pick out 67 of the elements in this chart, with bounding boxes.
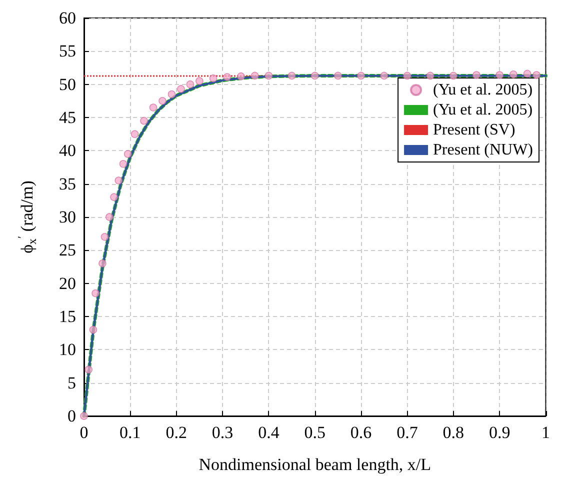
y-tick-label: 50 [59,74,76,94]
y-tick-label: 20 [59,274,76,293]
point [380,72,388,80]
point [532,71,540,79]
x-axis-title: Nondimensional beam length, x/L [198,455,432,474]
y-tick-label: 25 [59,240,76,260]
point [403,72,412,80]
x-tick-label: 0.7 [396,423,418,442]
point [100,233,109,241]
x-tick-label: 0.2 [166,423,187,442]
point [334,72,342,80]
point [426,72,434,80]
point [92,289,100,298]
point [124,150,132,158]
point [209,74,218,82]
x-tick-label: 0.3 [212,423,234,442]
x-tick-label: 0.9 [488,423,510,442]
legend-label: Present (NUW) [433,142,533,158]
point [89,326,98,334]
legend-label: (Yu et al. 2005) [433,82,533,98]
y-tick-label: 40 [59,141,76,160]
y-tick-label: 45 [59,108,76,127]
point [510,70,518,78]
point [119,160,128,168]
point [310,72,319,80]
point [130,130,139,138]
point [149,104,158,112]
point [288,72,296,80]
y-tick-label: 5 [68,373,76,392]
point [357,72,365,80]
point [450,72,458,80]
point [472,71,480,79]
x-tick-label: 0 [80,423,88,442]
point [237,72,245,80]
x-tick-label: 0.5 [304,423,326,442]
point [84,366,93,374]
point [158,97,166,105]
y-tick-label: 35 [59,174,76,194]
point [168,90,176,98]
x-tick-label: 0.6 [350,423,372,442]
point [196,77,204,85]
point [114,176,123,184]
y-tick-label: 10 [59,340,76,360]
legend-label: (Yu et al. 2005) [433,102,533,118]
x-tick-label: 0.1 [120,423,141,442]
x-tick-label: 0.4 [258,423,280,442]
legend-label: Present (SV) [433,122,516,138]
point [140,116,148,125]
y-tick-label: 0 [68,406,76,426]
point [523,70,532,78]
x-tick-label: 1 [542,423,550,442]
point [264,72,273,80]
y-axis-title: ϕx′ (rad/m) [15,180,39,254]
y-tick-label: 60 [59,8,76,28]
x-tick-label: 0.8 [442,423,464,442]
y-tick-label: 55 [59,42,76,61]
point [80,412,88,420]
point [110,193,118,201]
point [223,73,232,81]
y-tick-label: 15 [59,307,76,326]
point [496,71,504,79]
point [177,85,185,93]
y-tick-label: 30 [59,208,76,226]
point [186,80,194,88]
point [106,213,114,221]
point [250,72,259,80]
point [98,260,106,268]
